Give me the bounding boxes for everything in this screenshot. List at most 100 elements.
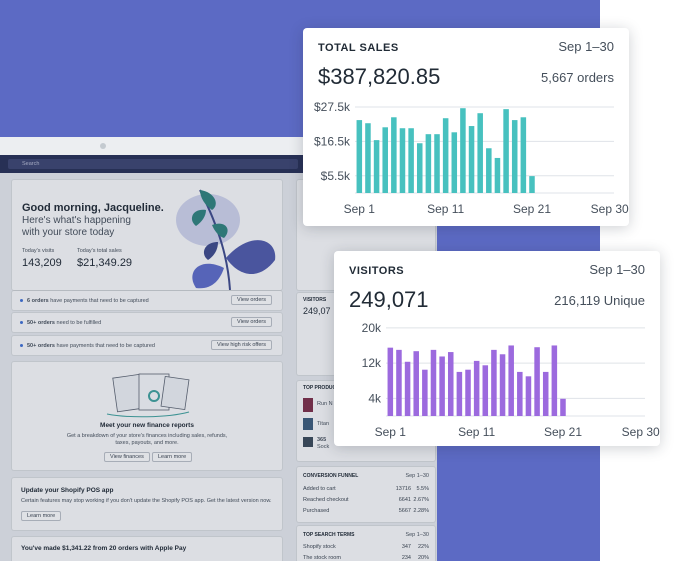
bar [442, 118, 449, 193]
visitors-chart: VISITORS Sep 1–30 249,071 216,119 Unique 4k 1… [349, 262, 660, 439]
cell: 234 [401, 555, 411, 561]
date-range: Sep 1–30 [589, 262, 645, 277]
sidebar-title: VISITORS [303, 297, 327, 303]
product-name: Sock [317, 444, 330, 450]
alert-row: 50+ orders have payments that need to be… [12, 336, 282, 355]
product-name: Titan [317, 421, 330, 427]
pos-card: Update your Shopify POS app Certain feat… [12, 478, 282, 530]
bar [534, 347, 540, 416]
bar [542, 371, 549, 416]
cell: 2.28% [413, 508, 429, 514]
bar [356, 120, 363, 193]
search-box[interactable]: Search [8, 159, 298, 169]
product-thumb [303, 418, 313, 430]
x-tick-label: Sep 1 [375, 425, 407, 439]
finance-button[interactable]: Learn more [152, 452, 193, 462]
x-tick-label: Sep 30 [591, 202, 629, 216]
bar [408, 128, 414, 193]
bar [560, 398, 566, 416]
bar [473, 360, 480, 416]
welcome-card: Good morning, Jacqueline. Here's what's … [12, 180, 282, 290]
x-tick-label: Sep 30 [622, 425, 660, 439]
alert-body: have payments that need to be captured [56, 343, 155, 349]
bar [460, 108, 466, 193]
y-tick-label: 12k [362, 356, 382, 370]
cell: 2.67% [413, 497, 429, 503]
x-tick-label: Sep 21 [513, 202, 551, 216]
bar [520, 117, 527, 193]
product-thumb [303, 398, 313, 412]
x-tick-label: Sep 11 [427, 202, 464, 216]
secondary: 216,119 Unique [554, 293, 645, 308]
finance-button[interactable]: View finances [104, 452, 150, 462]
cell: Purchased [303, 508, 330, 514]
search-placeholder: Search [22, 161, 40, 167]
sidebar-title: CONVERSION FUNNEL [303, 473, 359, 479]
cell: The stock room [303, 555, 341, 561]
alert-text: 50+ orders have payments that need to be… [20, 343, 155, 349]
cell: 5.5% [416, 486, 429, 492]
alert-row: 50+ orders need to be fulfilled View ord… [12, 313, 282, 332]
bar [439, 356, 445, 416]
subtitle: with your store today [22, 227, 115, 238]
card-title: VISITORS [349, 265, 404, 277]
bar [456, 371, 463, 416]
cell: Reached checkout [303, 497, 349, 503]
bar [491, 349, 497, 416]
pos-button[interactable]: Learn more [21, 511, 62, 521]
bar [365, 123, 371, 193]
total: $387,820.85 [318, 64, 440, 89]
cell: 20% [417, 555, 429, 561]
bar [396, 349, 402, 416]
bar [425, 134, 432, 193]
bar [416, 143, 423, 193]
x-tick-label: Sep 21 [544, 425, 582, 439]
cell: Shopify stock [303, 544, 336, 550]
bar [511, 120, 518, 193]
finance-text: Get a breakdown of your store's finances… [66, 433, 228, 439]
bar [499, 354, 506, 416]
visitors-card: VISITORS Sep 1–30 249,071 216,119 Unique 4k 1… [334, 251, 660, 446]
alert-text: 6 orders have payments that need to be c… [20, 298, 149, 304]
stat-value: 143,209 [22, 257, 62, 269]
alert-row: 6 orders have payments that need to be c… [12, 291, 282, 310]
bar [387, 347, 394, 416]
bar [486, 148, 492, 193]
y-tick-label: 4k [368, 391, 382, 405]
alert-strong: 6 orders [27, 298, 49, 304]
bar [422, 369, 428, 416]
plant-illustration [176, 189, 276, 290]
bar [391, 117, 397, 193]
bar [434, 134, 440, 193]
applepay-title: You've made $1,341.22 from 20 orders wit… [21, 545, 187, 552]
cell: 22% [417, 544, 429, 550]
cell: 13716 [395, 486, 411, 492]
bar [494, 157, 501, 193]
alert-button[interactable]: View orders [231, 317, 272, 327]
alert-button[interactable]: View orders [231, 295, 272, 305]
total: 249,071 [349, 287, 429, 312]
bar [382, 127, 388, 193]
product-count: 365 [317, 437, 327, 443]
bar [373, 140, 380, 193]
bar [465, 369, 471, 416]
bar [529, 176, 535, 193]
bar [482, 365, 489, 416]
bar [451, 132, 458, 193]
bar [468, 126, 475, 193]
applepay-card: You've made $1,341.22 from 20 orders wit… [12, 537, 282, 561]
alert-strong: 50+ orders [27, 343, 55, 349]
finance-card: Meet your new finance reports Get a brea… [12, 362, 282, 470]
bar [525, 376, 532, 416]
finance-text: taxes, payouts, and more. [115, 440, 179, 446]
stat-label: Today's total sales [77, 248, 122, 254]
sidebar-title: TOP PRODUCT [303, 385, 340, 391]
cell: 6641 [398, 497, 411, 503]
sidebar-title: TOP SEARCH TERMS [303, 532, 355, 538]
y-tick-label: $27.5k [314, 100, 351, 114]
date-range: Sep 1–30 [558, 39, 614, 54]
alert-button[interactable]: View high risk offers [210, 340, 272, 350]
bar [477, 113, 483, 193]
stat-value: $21,349.29 [77, 257, 133, 269]
